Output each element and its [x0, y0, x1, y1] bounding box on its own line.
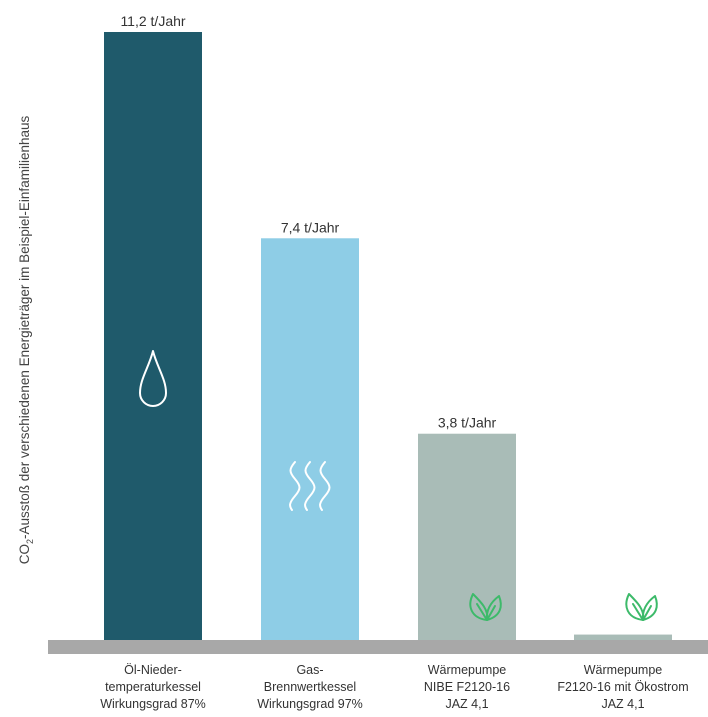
heat-waves-icon — [289, 461, 331, 511]
bar-4 — [574, 634, 672, 640]
category-label-line: Wärmepumpe — [583, 663, 663, 677]
data-labels-group: 11,2 t/Jahr 7,4 t/Jahr 3,8 t/Jahr — [120, 13, 496, 431]
category-label-line: Öl-Nieder- — [124, 663, 182, 677]
category-label-4: Wärmepumpe F2120-16 mit Ökostrom JAZ 4,1 — [543, 662, 703, 713]
x-axis-baseline — [48, 640, 708, 654]
category-label-line: Wirkungsgrad 97% — [257, 697, 363, 711]
category-label-line: F2120-16 mit Ökostrom — [557, 680, 689, 694]
category-label-line: JAZ 4,1 — [445, 697, 489, 711]
category-label-line: temperaturkessel — [105, 680, 201, 694]
category-label-line: Gas- — [296, 663, 324, 677]
drop-icon — [139, 350, 167, 407]
category-label-2: Gas- Brennwertkessel Wirkungsgrad 97% — [230, 662, 390, 713]
category-label-line: Wirkungsgrad 87% — [100, 697, 206, 711]
category-label-line: JAZ 4,1 — [601, 697, 645, 711]
bar-3 — [418, 433, 516, 640]
data-label-3: 3,8 t/Jahr — [438, 415, 497, 431]
data-label-1: 11,2 t/Jahr — [120, 13, 185, 29]
category-label-1: Öl-Nieder-temperaturkessel Wirkungsgrad 8… — [73, 662, 233, 713]
category-label-line: Wärmepumpe — [427, 663, 507, 677]
y-axis-label: CO2-Ausstoß der verschiedenen Energieträ… — [17, 115, 35, 565]
category-label-line: NIBE F2120-16 — [423, 680, 511, 694]
category-label-line: Brennwertkessel — [263, 680, 357, 694]
bar-2 — [261, 238, 359, 641]
leaf-icon — [625, 593, 658, 621]
data-label-2: 7,4 t/Jahr — [281, 219, 340, 235]
bars-group — [104, 32, 672, 641]
category-label-3: Wärmepumpe NIBE F2120-16 JAZ 4,1 — [387, 662, 547, 713]
bar-1 — [104, 32, 202, 640]
icons-group — [139, 350, 658, 621]
leaf-icon — [469, 593, 502, 621]
